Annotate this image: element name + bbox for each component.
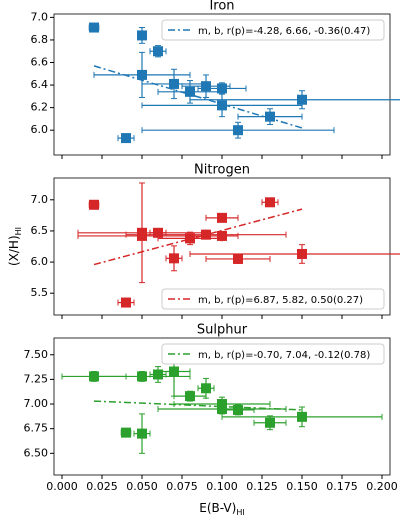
fit-line	[93, 208, 303, 266]
data-point	[217, 83, 227, 94]
y-tick-label: 6.0	[31, 255, 49, 268]
x-tick-label: 0.025	[86, 480, 118, 493]
data-point	[217, 212, 227, 223]
data-point	[265, 111, 275, 122]
data-point	[217, 100, 227, 111]
data-point	[121, 133, 131, 144]
x-tick-label: 0.075	[166, 480, 198, 493]
legend-box	[161, 288, 385, 310]
data-point	[137, 230, 147, 241]
x-tick-label: 0.150	[286, 480, 318, 493]
legend-label: m, b, r(p)=-0.70, 7.04, -0.12(0.78)	[198, 350, 370, 361]
legend-box	[161, 343, 385, 365]
data-point	[297, 248, 307, 259]
x-axis-label-main: E(B-V)	[199, 501, 236, 515]
data-point	[121, 297, 131, 308]
y-axis-label-main: (X/H)	[7, 235, 21, 266]
x-axis-label: E(B-V)HI	[199, 501, 244, 517]
data-point	[265, 417, 275, 428]
y-tick-label: 6.8	[31, 33, 49, 46]
data-point	[137, 371, 147, 382]
y-tick-label: 7.0	[31, 193, 49, 206]
data-point	[89, 22, 99, 33]
data-point	[121, 427, 131, 438]
data-point	[201, 383, 211, 394]
panel-title: Sulphur	[197, 323, 248, 338]
legend-label: m, b, r(p)=-4.28, 6.66, -0.36(0.47)	[198, 26, 370, 37]
panel-title: Nitrogen	[194, 163, 250, 178]
fit-line	[93, 400, 303, 411]
legend-box	[161, 19, 385, 41]
y-tick-label: 7.25	[24, 372, 49, 385]
data-point	[297, 411, 307, 422]
data-point	[185, 86, 195, 97]
x-tick-label: 0.100	[206, 480, 238, 493]
fit-line	[93, 65, 303, 129]
data-point	[185, 391, 195, 402]
data-point	[265, 197, 275, 208]
x-tick-label: 0.050	[126, 480, 158, 493]
y-tick-label: 6.5	[31, 224, 49, 237]
data-point	[89, 199, 99, 210]
data-point	[233, 125, 243, 136]
y-tick-label: 5.5	[31, 286, 49, 299]
data-point	[169, 366, 179, 377]
x-tick-label: 0.125	[246, 480, 278, 493]
y-tick-label: 6.0	[31, 123, 49, 136]
y-tick-label: 6.4	[31, 78, 49, 91]
y-axis-label: (X/H)HI	[7, 227, 23, 266]
y-axis-label-sub: HI	[14, 227, 23, 235]
data-point	[217, 230, 227, 241]
data-point	[297, 94, 307, 105]
data-point	[169, 253, 179, 264]
data-point	[153, 46, 163, 57]
legend-label: m, b, r(p)=6.87, 5.82, 0.50(0.27)	[198, 295, 363, 306]
data-point	[201, 81, 211, 92]
panel-title: Iron	[209, 0, 234, 14]
y-tick-label: 6.2	[31, 101, 49, 114]
y-tick-label: 7.00	[24, 397, 49, 410]
x-tick-label: 0.200	[366, 480, 398, 493]
y-tick-label: 7.50	[24, 348, 49, 361]
data-point	[185, 233, 195, 244]
x-axis-label-sub: HI	[236, 508, 244, 517]
x-tick-label: 0.175	[326, 480, 358, 493]
data-point	[137, 30, 147, 41]
data-point	[137, 428, 147, 439]
data-point	[169, 78, 179, 89]
y-tick-label: 7.0	[31, 10, 49, 23]
data-point	[233, 404, 243, 415]
y-tick-label: 6.6	[31, 56, 49, 69]
data-point	[153, 227, 163, 238]
y-tick-label: 6.50	[24, 446, 49, 459]
data-point	[137, 69, 147, 80]
data-point	[233, 253, 243, 264]
y-tick-label: 6.75	[24, 422, 49, 435]
x-tick-label: 0.000	[46, 480, 78, 493]
